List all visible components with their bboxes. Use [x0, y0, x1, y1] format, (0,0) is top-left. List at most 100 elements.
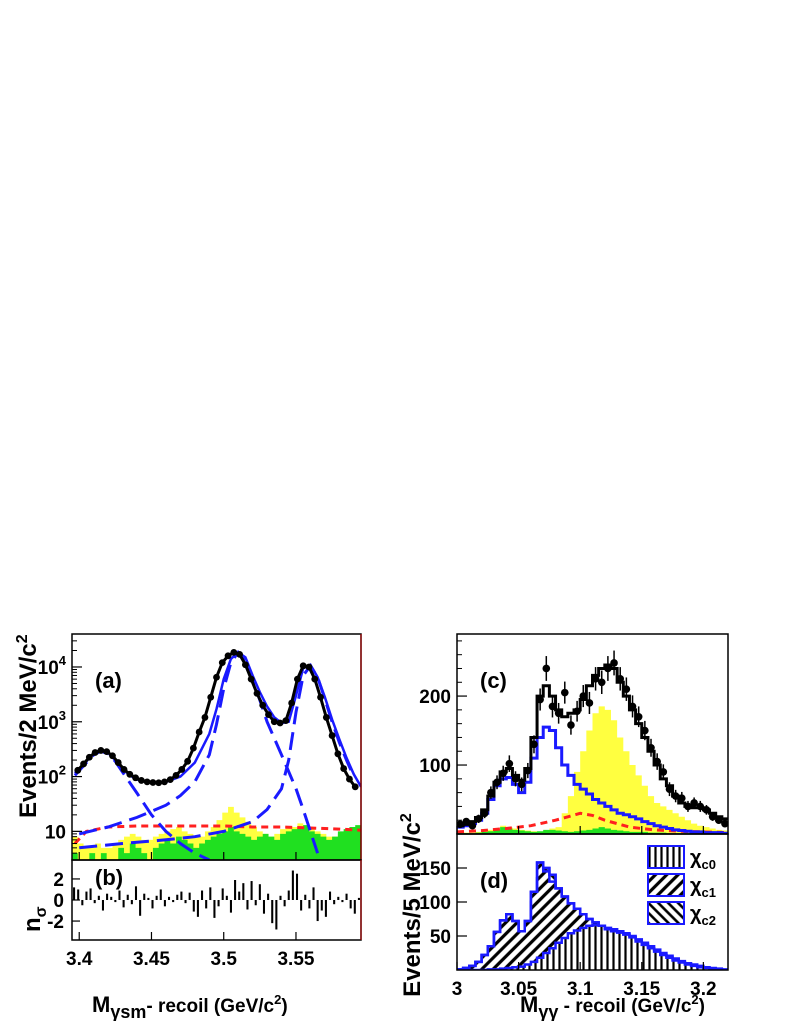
panel-ab-x-axis-label: Mγsm- recoil (GeV/c2)	[92, 992, 288, 1021]
data-point	[346, 775, 353, 783]
residual-bar	[106, 893, 109, 900]
x-tick-label: 3.1	[567, 979, 594, 1000]
y-tick-label: 102	[38, 763, 66, 789]
residual-bar	[246, 900, 249, 910]
x-tick-label: 3	[452, 979, 463, 1000]
residual-bar	[85, 891, 88, 900]
data-point	[604, 664, 612, 673]
data-point	[85, 753, 93, 761]
data-point	[542, 664, 551, 673]
data-point	[702, 806, 711, 814]
data-point	[103, 748, 111, 756]
data-point	[328, 732, 336, 739]
residual-bar	[143, 893, 146, 900]
data-point	[480, 809, 489, 818]
panel-c-y-ticks: 100 200	[419, 640, 467, 821]
data-point	[560, 688, 569, 697]
residual-bar	[130, 900, 133, 905]
data-point	[493, 778, 501, 787]
data-point	[259, 701, 267, 709]
y-tick-label: -2	[47, 912, 64, 933]
panel-c: 100 200 (c)	[419, 633, 729, 835]
panel-cd-x-axis-label: Mγγ - recoil (GeV/c2)	[520, 992, 705, 1021]
legend-label-chi-c2: χc2	[690, 903, 716, 928]
residual-bar	[110, 896, 113, 900]
data-point	[230, 648, 238, 656]
data-point	[610, 659, 618, 667]
data-point	[505, 759, 514, 768]
residual-bar	[287, 890, 290, 900]
data-point	[189, 744, 197, 752]
data-point	[653, 757, 661, 766]
data-point	[178, 766, 186, 773]
data-point	[530, 740, 538, 749]
residual-bar	[101, 900, 104, 911]
panel-d-y-ticks: 50 100 150	[419, 859, 467, 948]
residual-bar	[242, 883, 245, 900]
y-tick-label: 0	[53, 891, 64, 912]
data-point	[548, 702, 557, 711]
data-point	[201, 714, 209, 721]
data-point	[511, 775, 520, 783]
data-point	[708, 812, 717, 821]
residual-bar	[308, 900, 311, 909]
data-point	[591, 675, 600, 683]
data-point	[166, 776, 174, 784]
data-point	[276, 719, 284, 727]
panel-d-label: (d)	[480, 868, 508, 893]
data-point	[554, 709, 563, 718]
residual-bar	[250, 881, 253, 900]
background-curve	[73, 824, 361, 845]
residual-bar	[147, 897, 150, 900]
residual-bar	[295, 873, 299, 900]
data-point	[126, 770, 134, 778]
data-point	[579, 692, 588, 700]
data-point	[517, 780, 526, 789]
residual-bar	[304, 894, 307, 900]
data-point	[536, 695, 544, 704]
data-point	[242, 661, 249, 669]
panel-d-stacked-histograms	[457, 861, 728, 970]
x-tick-label: 3.4	[66, 949, 93, 970]
residual-bar	[176, 894, 179, 900]
residual-bar	[279, 895, 282, 900]
legend-label-chi-c0: χc0	[690, 847, 716, 872]
residual-bar	[192, 900, 195, 912]
yellow-histogram	[457, 706, 728, 834]
residual-bar	[188, 892, 191, 900]
data-point	[143, 778, 151, 786]
residual-bar	[97, 895, 100, 900]
residual-bar	[353, 900, 356, 914]
data-point	[311, 675, 319, 683]
residual-bar	[283, 900, 286, 907]
residual-bar	[312, 887, 315, 900]
panel-a-y-ticks: 10 102 103 104	[38, 633, 82, 861]
data-point	[317, 693, 324, 701]
data-point	[641, 726, 649, 735]
residual-bar	[267, 893, 270, 900]
residual-bar	[81, 900, 84, 906]
y-tick-label: 103	[38, 708, 66, 734]
legend-swatch-chi-c0	[647, 845, 685, 869]
panel-b-y-ticks: -202	[47, 870, 80, 933]
panel-cd-y-axis-label: Events/5 MeV/c2	[398, 813, 426, 997]
data-point	[149, 779, 157, 786]
data-point	[305, 663, 313, 671]
residual-bar	[234, 880, 237, 900]
residual-bar	[333, 900, 336, 905]
data-point	[161, 778, 168, 786]
data-point	[299, 662, 307, 670]
residual-bar	[196, 900, 199, 917]
y-tick-label: 104	[38, 653, 67, 679]
legend-label-chi-c1: χc1	[690, 875, 716, 900]
data-point	[224, 652, 232, 660]
data-point	[567, 721, 575, 729]
residual-bar	[134, 886, 138, 900]
green-histogram	[72, 825, 361, 860]
x-tick-label: 3.45	[133, 949, 170, 970]
data-point	[282, 717, 290, 725]
x-tick-label: 3.5	[211, 949, 238, 970]
y-tick-label: 200	[419, 687, 451, 708]
legend: χc0 χc1 χc2	[647, 845, 716, 928]
residual-bar	[229, 900, 232, 913]
